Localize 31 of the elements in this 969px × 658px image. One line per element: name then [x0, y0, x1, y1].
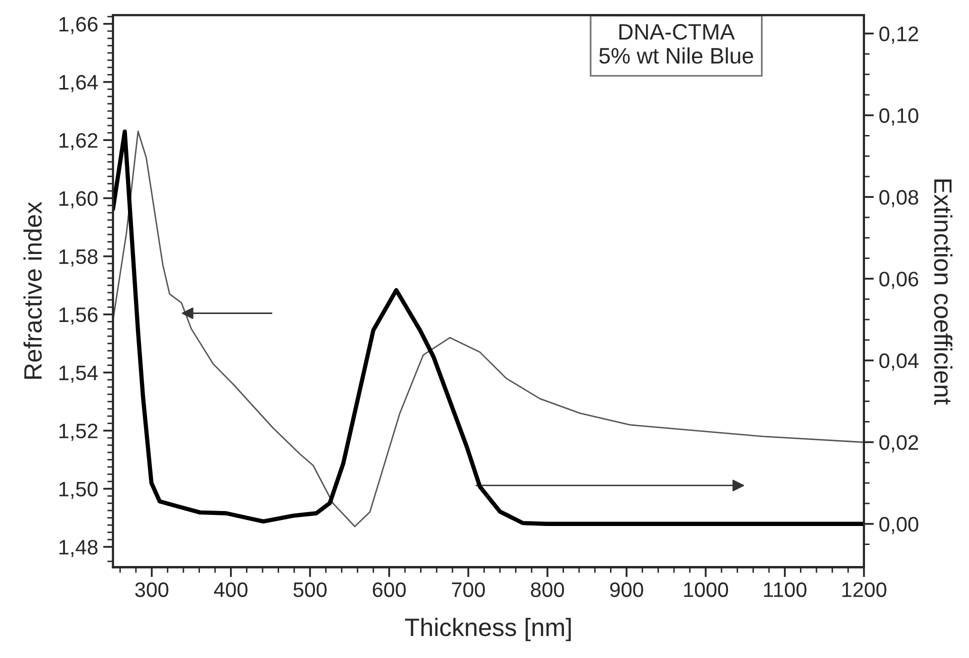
- x-tick-label: 400: [214, 582, 248, 598]
- y-tick-label: 1,50: [59, 482, 98, 499]
- y-axis-title: Refractive index: [23, 202, 42, 379]
- x-tick-label: 1200: [842, 582, 886, 598]
- y2-axis-title: Extinction coefficient: [934, 179, 952, 405]
- y-tick-label: 1,58: [59, 249, 98, 267]
- y2-tick-label: 0,12: [879, 26, 918, 44]
- y2-tick-label: 0,06: [879, 272, 918, 289]
- y-tick-label: 1,66: [59, 16, 98, 34]
- x-tick-label: 300: [135, 582, 168, 598]
- x-tick-label: 900: [610, 582, 644, 598]
- x-tick-label: 700: [452, 582, 485, 598]
- y-tick-label: 1,48: [59, 540, 98, 558]
- y-tick-label: 1,64: [59, 74, 98, 92]
- y-tick-label: 1,56: [59, 307, 98, 325]
- y-tick-label: 1,54: [59, 366, 98, 383]
- y2-tick-label: 0,02: [879, 435, 918, 452]
- x-tick-label: 800: [530, 582, 564, 598]
- y2-tick-label: 0,10: [879, 108, 918, 126]
- y2-tick-label: 0,00: [879, 516, 918, 534]
- y-tick-label: 1,62: [59, 133, 98, 150]
- y-tick-label: 1,52: [59, 424, 98, 441]
- x-tick-label: 500: [293, 582, 327, 598]
- annotation: DNA-CTMA 5% wt Nile Blue: [599, 24, 754, 64]
- y2-tick-label: 0,04: [879, 353, 918, 371]
- x-tick-label: 1000: [684, 582, 728, 598]
- x-axis-title: Thickness [nm]: [404, 618, 571, 642]
- y2-tick-label: 0,08: [879, 190, 918, 208]
- x-tick-label: 1100: [764, 582, 806, 598]
- y-tick-label: 1,60: [59, 191, 98, 208]
- x-tick-label: 600: [372, 582, 406, 598]
